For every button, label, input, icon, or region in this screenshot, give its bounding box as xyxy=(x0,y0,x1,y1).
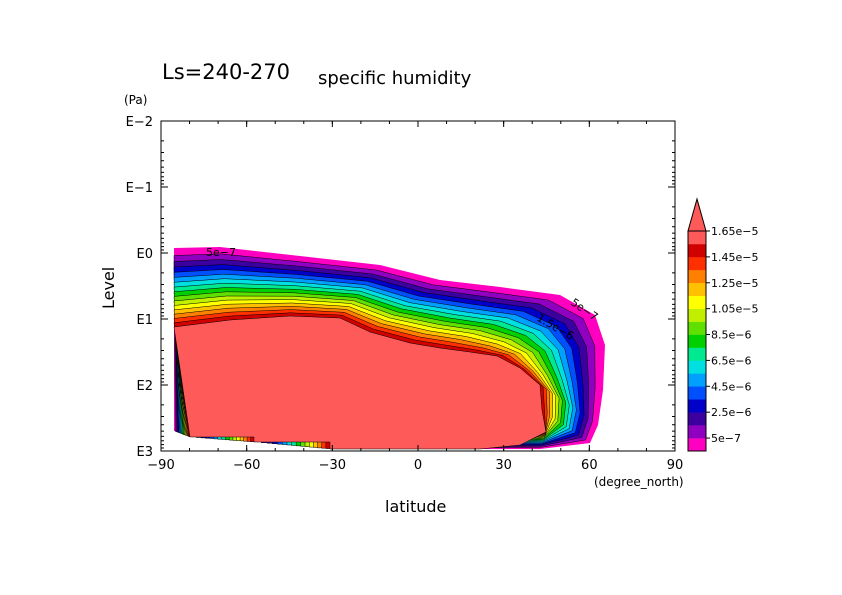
y-axis-label: Level xyxy=(99,267,118,309)
colorbar-label: 4.5e−6 xyxy=(711,380,751,393)
y-tick-label: E2 xyxy=(137,379,154,394)
filled-contours xyxy=(173,247,605,450)
y-tick-label: E−1 xyxy=(126,181,153,196)
colorbar-frame xyxy=(687,230,707,452)
x-tick-label: 30 xyxy=(495,458,512,473)
colorbar-swatch-11 xyxy=(688,295,706,309)
y-tick-label: E−2 xyxy=(126,115,153,130)
chart-subtitle: specific humidity xyxy=(318,68,472,89)
colorbar-label: 1.65e−5 xyxy=(711,225,758,238)
x-axis-label: latitude xyxy=(385,497,446,516)
x-tick-label: 0 xyxy=(414,458,422,473)
y-tick-label: E0 xyxy=(137,247,154,262)
colorbar-swatch-2 xyxy=(688,412,706,426)
colorbar-swatch-9 xyxy=(688,321,706,335)
x-tick-label: −60 xyxy=(233,458,260,473)
colorbar-label: 2.5e−6 xyxy=(711,406,751,419)
x-axis: −90 −60 −30 0 30 60 90 xyxy=(147,121,683,473)
x-tick-label: 60 xyxy=(581,458,598,473)
y-axis: E−2 E−1 E0 E1 E2 E3 xyxy=(126,115,675,460)
colorbar-swatch-13 xyxy=(688,269,706,284)
colorbar-swatch-15 xyxy=(688,243,706,258)
colorbar-label: 8.5e−6 xyxy=(711,329,751,342)
contour-band-16 xyxy=(173,315,547,450)
y-units: (Pa) xyxy=(124,93,147,107)
colorbar-swatch-14 xyxy=(688,256,706,271)
colorbar-swatch-10 xyxy=(688,308,706,322)
y-tick-label: E1 xyxy=(137,313,154,328)
y-tick-label: E3 xyxy=(137,445,154,460)
x-tick-label: 90 xyxy=(667,458,684,473)
colorbar-swatch-0 xyxy=(688,438,706,452)
colorbar-label: 1.45e−5 xyxy=(711,251,758,264)
x-units: (degree_north) xyxy=(594,475,684,489)
contour-label-1: 5e−7 xyxy=(206,246,236,259)
colorbar: 1.65e−5 1.45e−5 1.25e−5 1.05e−5 8.5e−6 6.5e−6… xyxy=(687,197,758,452)
colorbar-label: 1.05e−5 xyxy=(711,303,758,316)
colorbar-label: 1.25e−5 xyxy=(711,277,758,290)
colorbar-label: 5e−7 xyxy=(711,432,741,445)
colorbar-swatch-7 xyxy=(688,347,706,361)
colorbar-swatch-4 xyxy=(688,386,706,400)
chart-title: Ls=240-270 xyxy=(162,60,290,84)
colorbar-swatch-5 xyxy=(688,373,706,387)
x-tick-label: −90 xyxy=(147,458,174,473)
colorbar-swatch-16 xyxy=(688,231,706,245)
colorbar-label: 6.5e−6 xyxy=(711,354,751,367)
colorbar-swatch-6 xyxy=(688,360,706,374)
colorbar-swatch-12 xyxy=(688,282,706,297)
colorbar-overflow-triangle xyxy=(687,197,707,232)
x-tick-label: −30 xyxy=(319,458,346,473)
colorbar-swatch-8 xyxy=(688,334,706,348)
colorbar-swatch-3 xyxy=(688,399,706,413)
colorbar-swatch-1 xyxy=(688,425,706,439)
